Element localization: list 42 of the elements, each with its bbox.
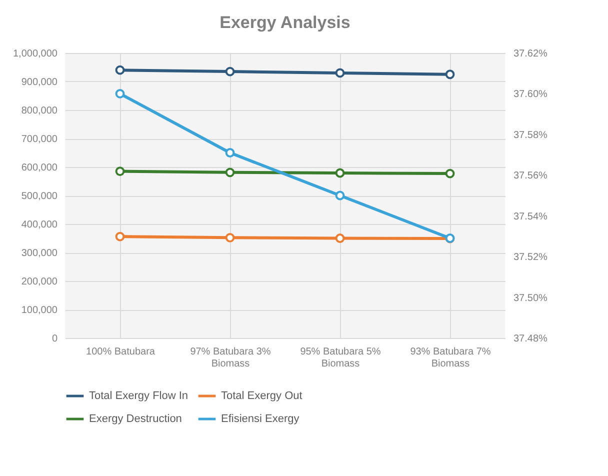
point — [335, 190, 345, 200]
y2-tick-label: 37.56% — [514, 170, 548, 182]
point — [115, 65, 125, 75]
point — [335, 234, 345, 243]
x-tick-label: 97% Batubara 3% Biomass — [190, 346, 271, 370]
y-tick-label: 600,000 — [21, 162, 58, 174]
y-tick-label: 0 — [52, 334, 58, 344]
point — [335, 68, 345, 78]
y-tick-label: 400,000 — [21, 220, 58, 230]
legend-label: Exergy Destruction — [89, 413, 182, 425]
y-tick-label: 700,000 — [21, 134, 58, 145]
point — [225, 66, 235, 76]
legend-label: Efisiensi Exergy — [221, 413, 300, 425]
y2-tick-label: 37.54% — [514, 211, 548, 222]
y-tick-label: 500,000 — [21, 191, 58, 202]
y-tick-label: 300,000 — [21, 248, 58, 259]
chart-title: Exergy Analysis — [220, 13, 350, 32]
point — [225, 148, 235, 158]
y-tick-label: 100,000 — [21, 305, 58, 316]
legend-label: Total Exergy Flow In — [89, 390, 188, 402]
point — [445, 168, 455, 178]
x-tick-label: 100% Batubara — [86, 346, 156, 358]
y-tick-label: 800,000 — [21, 106, 58, 116]
y2-tick-label: 37.60% — [514, 89, 548, 100]
point — [225, 168, 235, 178]
x-tick-label: 95% Batubara 5% Biomass — [300, 346, 381, 370]
y2-tick-label: 37.48% — [514, 334, 548, 344]
point — [115, 89, 125, 98]
y-tick-label: 200,000 — [21, 276, 58, 288]
point — [115, 166, 125, 176]
y-tick-label: 900,000 — [21, 77, 58, 88]
y2-tick-label: 37.62% — [514, 48, 548, 60]
point — [445, 70, 455, 80]
legend-label: Total Exergy Out — [221, 390, 302, 402]
y-tick-label: 1,000,000 — [13, 48, 58, 60]
point — [225, 232, 235, 242]
point — [335, 168, 345, 178]
x-tick-label: 93% Batubara 7% Biomass — [410, 346, 491, 370]
point — [115, 232, 125, 242]
y2-tick-label: 37.50% — [514, 292, 548, 304]
y2-tick-label: 37.52% — [514, 252, 548, 264]
y2-tick-label: 37.58% — [514, 130, 548, 141]
